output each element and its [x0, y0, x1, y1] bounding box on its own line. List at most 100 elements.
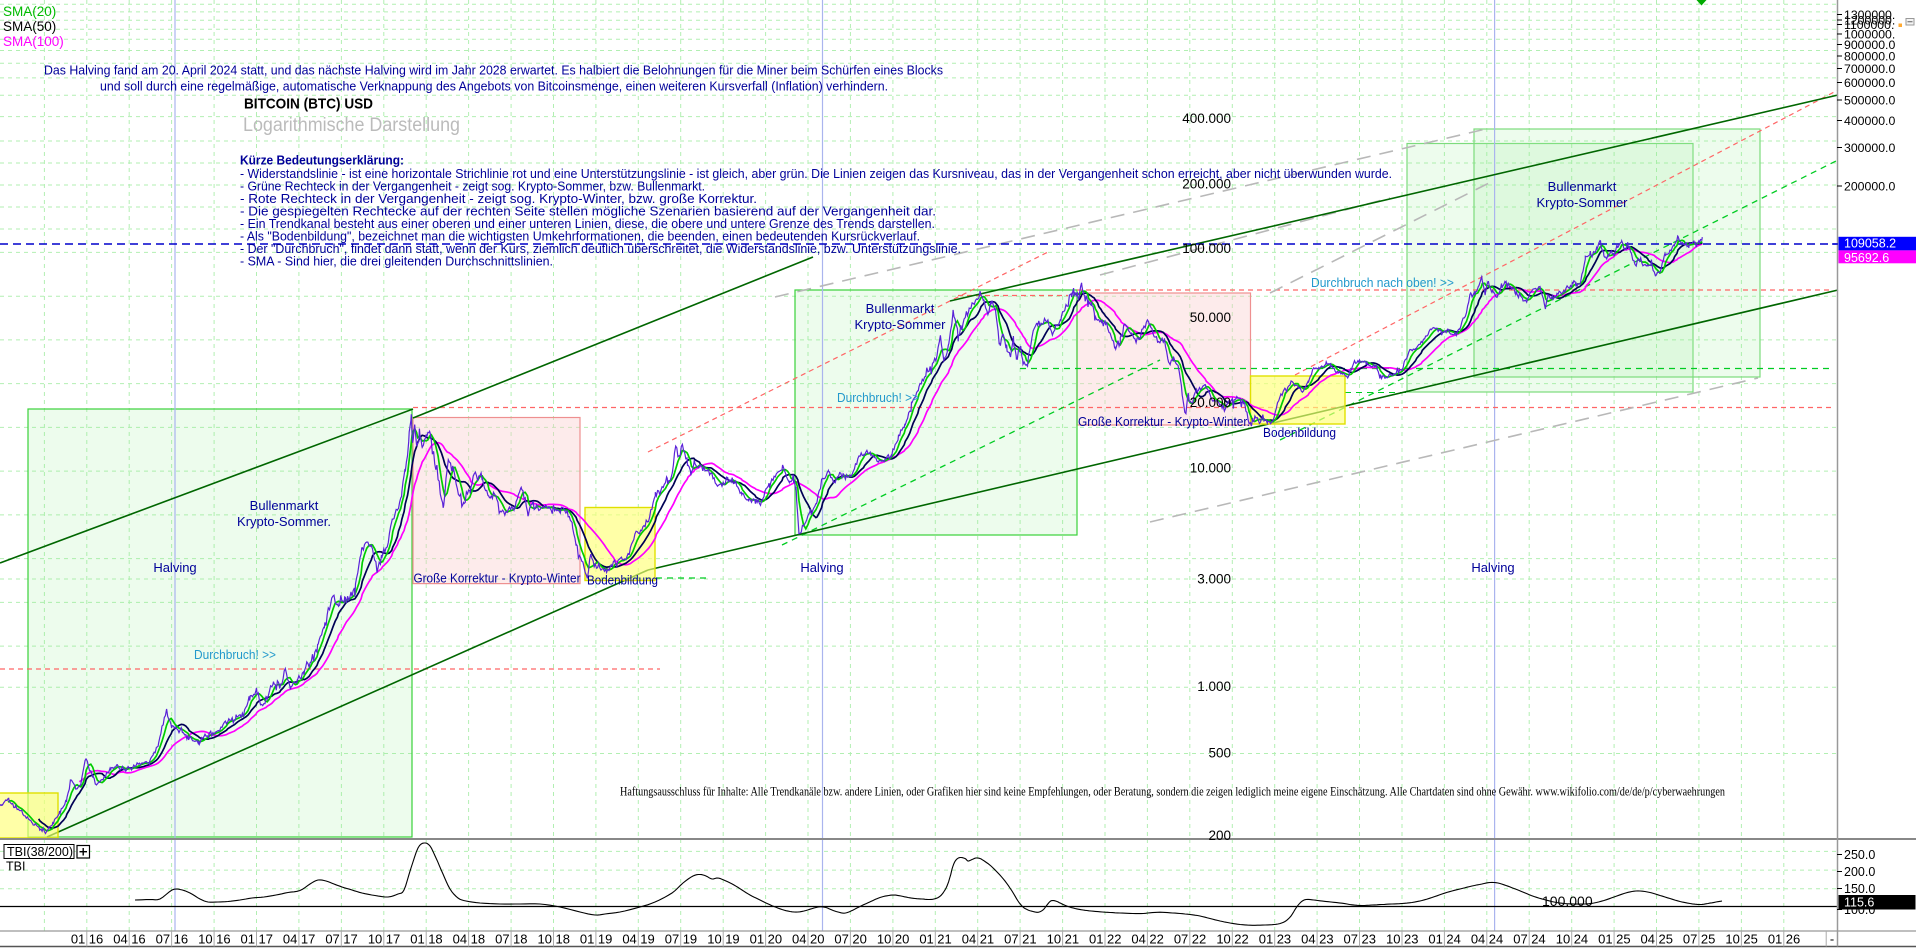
svg-text:04: 04 [283, 932, 297, 947]
svg-text:07: 07 [834, 932, 848, 947]
svg-text:- Rote Rechteck in der Vergang: - Rote Rechteck in der Vergangenheit - z… [240, 192, 757, 206]
svg-text:19: 19 [640, 932, 654, 947]
svg-text:16: 16 [89, 932, 103, 947]
svg-text:01: 01 [1259, 932, 1273, 947]
svg-text:1100000.: 1100000. [1844, 18, 1894, 32]
svg-text:500000.0: 500000.0 [1844, 93, 1895, 107]
svg-text:01: 01 [750, 932, 764, 947]
svg-text:04: 04 [1471, 932, 1485, 947]
svg-text:SMA(100): SMA(100) [3, 34, 64, 49]
svg-text:1.000: 1.000 [1197, 679, 1231, 694]
svg-text:16: 16 [131, 932, 145, 947]
svg-text:24: 24 [1574, 932, 1588, 947]
svg-text:01: 01 [1768, 932, 1782, 947]
svg-text:Durchbruch! >>: Durchbruch! >> [194, 648, 276, 662]
svg-text:Logarithmische Darstellung: Logarithmische Darstellung [243, 115, 460, 136]
svg-text:Bodenbildung: Bodenbildung [587, 574, 658, 588]
svg-text:19: 19 [683, 932, 697, 947]
svg-text:1000000.: 1000000. [1844, 27, 1895, 41]
svg-text:17: 17 [301, 932, 315, 947]
svg-text:22: 22 [1149, 932, 1163, 947]
svg-text:22: 22 [1107, 932, 1121, 947]
svg-text:200000.0: 200000.0 [1844, 179, 1895, 193]
svg-text:200.0: 200.0 [1844, 865, 1875, 879]
svg-text:25: 25 [1743, 932, 1757, 947]
svg-text:04: 04 [1641, 932, 1655, 947]
svg-text:24: 24 [1446, 932, 1460, 947]
svg-text:07: 07 [1174, 932, 1188, 947]
svg-text:07: 07 [1344, 932, 1358, 947]
svg-text:07: 07 [156, 932, 170, 947]
svg-text:200: 200 [1208, 828, 1231, 843]
svg-text:Bullenmarkt: Bullenmarkt [866, 301, 935, 316]
svg-text:10: 10 [368, 932, 382, 947]
svg-text:04: 04 [962, 932, 976, 947]
svg-text:20: 20 [768, 932, 782, 947]
svg-text:Halving: Halving [800, 560, 843, 575]
svg-text:01: 01 [1598, 932, 1612, 947]
svg-text:109058.2: 109058.2 [1844, 236, 1896, 250]
svg-text:Krypto-Sommer: Krypto-Sommer [1536, 195, 1628, 210]
svg-text:18: 18 [428, 932, 442, 947]
svg-text:400.000: 400.000 [1182, 111, 1231, 126]
svg-text:24: 24 [1531, 932, 1545, 947]
svg-text:- Als "Bodenbildung", bezeichn: - Als "Bodenbildung", bezeichnet man die… [240, 230, 920, 244]
svg-text:01: 01 [919, 932, 933, 947]
svg-text:21: 21 [1065, 932, 1079, 947]
svg-text:-: - [1830, 932, 1834, 947]
svg-text:10: 10 [1556, 932, 1570, 947]
svg-text:- SMA - Sind hier, die drei gl: - SMA - Sind hier, die drei gleitenden D… [240, 255, 553, 269]
svg-text:23: 23 [1319, 932, 1333, 947]
svg-text:07: 07 [1683, 932, 1697, 947]
svg-text:SMA(50): SMA(50) [3, 19, 56, 34]
svg-text:07: 07 [495, 932, 509, 947]
svg-text:20: 20 [810, 932, 824, 947]
svg-text:10.000: 10.000 [1190, 461, 1231, 476]
svg-text:Krypto-Sommer: Krypto-Sommer [854, 317, 946, 332]
svg-text:10: 10 [198, 932, 212, 947]
svg-text:Krypto-Sommer.: Krypto-Sommer. [237, 514, 331, 529]
svg-text:TBI: TBI [6, 860, 25, 874]
svg-text:Haftungsausschluss für Inhalte: Haftungsausschluss für Inhalte: Alle Tre… [620, 785, 1726, 799]
svg-text:17: 17 [343, 932, 357, 947]
svg-text:und soll durch eine regelmäßig: und soll durch eine regelmäßige, automat… [100, 80, 888, 94]
svg-text:- Ein Trendkanal besteht aus e: - Ein Trendkanal besteht aus einer obere… [240, 217, 935, 231]
svg-text:- Der "Durchbruch", findet dan: - Der "Durchbruch", findet dann statt, w… [240, 242, 961, 256]
svg-text:400000.0: 400000.0 [1844, 114, 1895, 128]
svg-text:250.0: 250.0 [1844, 848, 1875, 862]
svg-text:26: 26 [1786, 932, 1800, 947]
svg-text:07: 07 [665, 932, 679, 947]
svg-text:21: 21 [980, 932, 994, 947]
svg-text:21: 21 [1022, 932, 1036, 947]
svg-text:50.000: 50.000 [1190, 310, 1231, 325]
svg-text:18: 18 [556, 932, 570, 947]
svg-text:01: 01 [241, 932, 255, 947]
svg-text:07: 07 [325, 932, 339, 947]
svg-text:23: 23 [1404, 932, 1418, 947]
svg-text:22: 22 [1234, 932, 1248, 947]
svg-text:700000.0: 700000.0 [1844, 62, 1895, 76]
svg-text:20: 20 [895, 932, 909, 947]
svg-text:Halving: Halving [1471, 560, 1514, 575]
svg-text:01: 01 [410, 932, 424, 947]
svg-text:Große Korrektur - Krypto-Winte: Große Korrektur - Krypto-Winter [414, 572, 581, 586]
svg-text:95692.6: 95692.6 [1844, 251, 1889, 265]
svg-text:25: 25 [1701, 932, 1715, 947]
svg-text:04: 04 [1301, 932, 1315, 947]
svg-text:BITCOIN (BTC) USD: BITCOIN (BTC) USD [244, 96, 373, 113]
svg-text:17: 17 [386, 932, 400, 947]
svg-text:900000.0: 900000.0 [1844, 38, 1895, 52]
svg-text:Bullenmarkt: Bullenmarkt [1548, 179, 1617, 194]
svg-text:10: 10 [538, 932, 552, 947]
svg-text:150.0: 150.0 [1844, 882, 1875, 896]
svg-text:- Die gespiegelten Rechtecke a: - Die gespiegelten Rechtecke auf der rec… [240, 205, 936, 219]
svg-text:04: 04 [792, 932, 806, 947]
svg-text:10: 10 [1216, 932, 1230, 947]
svg-text:01: 01 [71, 932, 85, 947]
svg-text:100.000: 100.000 [1182, 241, 1231, 256]
svg-text:100.000: 100.000 [1542, 893, 1593, 909]
svg-text:Große Korrektur - Krypto-Winte: Große Korrektur - Krypto-Winter. [1078, 415, 1250, 429]
svg-text:Durchbruch! >>: Durchbruch! >> [837, 391, 919, 405]
svg-text:07: 07 [1004, 932, 1018, 947]
svg-text:01: 01 [580, 932, 594, 947]
